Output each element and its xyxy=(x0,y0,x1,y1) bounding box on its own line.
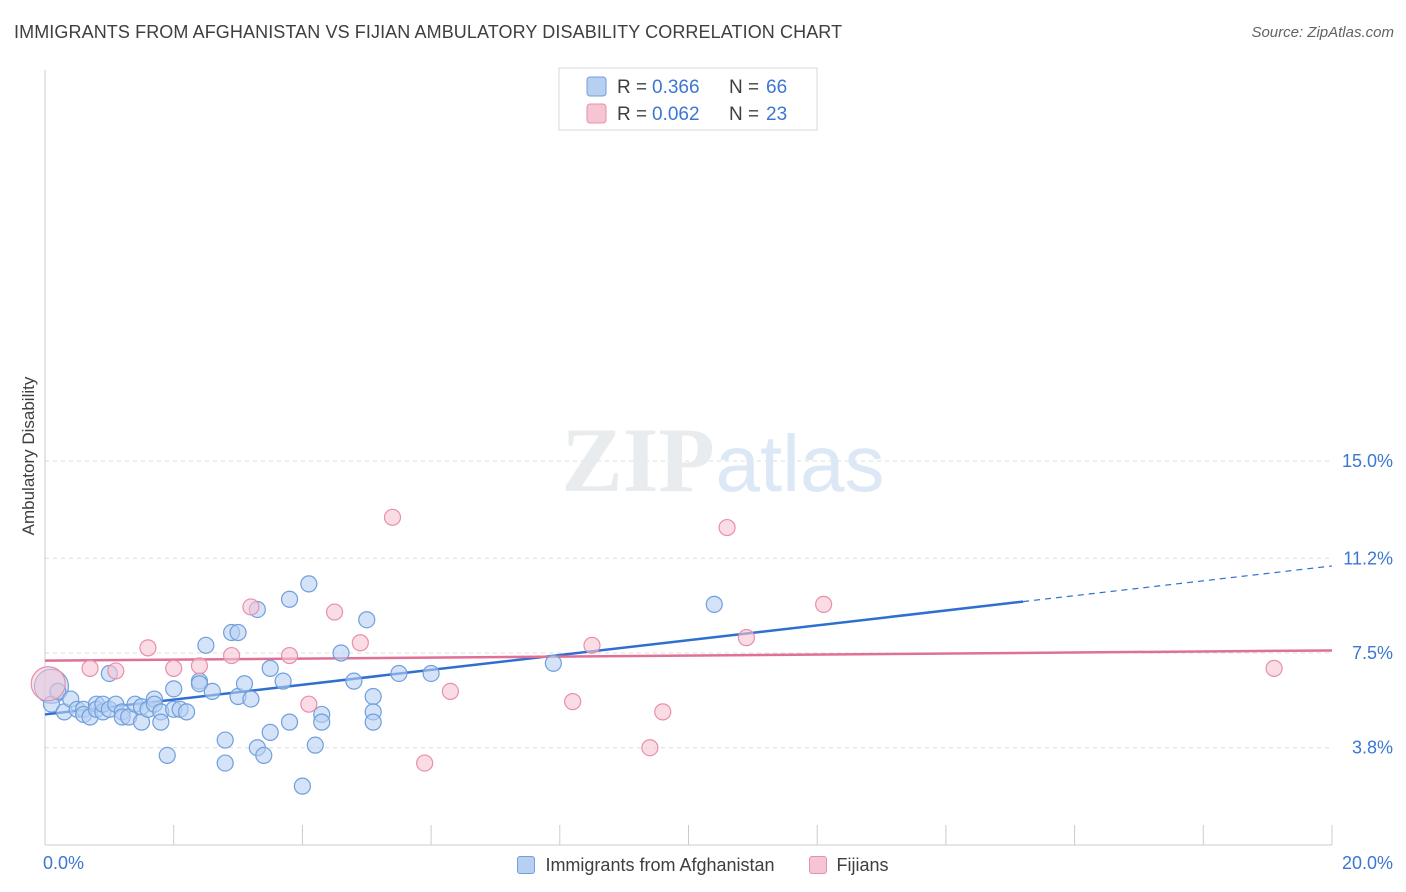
pink-data-point xyxy=(583,636,601,654)
blue-data-point xyxy=(313,713,331,731)
pink-trend-line xyxy=(44,649,1333,662)
pink-data-point xyxy=(325,603,344,621)
stats-legend-n-label: N = xyxy=(729,104,764,125)
blue-data-point xyxy=(306,736,324,754)
pink-data-point xyxy=(242,598,260,616)
y-axis-title: Ambulatory Disability xyxy=(19,376,38,535)
blue-data-point xyxy=(216,754,234,772)
pink-data-point xyxy=(737,629,756,647)
pink-data-point xyxy=(107,662,125,680)
legend-swatch-blue xyxy=(517,856,536,874)
watermark: ZIP atlas xyxy=(561,409,884,511)
blue-data-point xyxy=(280,713,299,731)
blue-data-point xyxy=(255,746,273,765)
pink-data-point xyxy=(30,666,66,702)
blue-data-point xyxy=(152,713,170,731)
pink-data-point xyxy=(441,682,460,701)
y-tick-label: 3.8% xyxy=(1352,738,1393,758)
watermark-atlas: atlas xyxy=(716,419,885,508)
blue-data-point xyxy=(300,575,318,593)
blue-data-point xyxy=(274,672,292,690)
chart-title: IMMIGRANTS FROM AFGHANISTAN VS FIJIAN AM… xyxy=(14,22,843,42)
pink-data-point xyxy=(280,646,299,665)
stats-legend-n-value: 66 xyxy=(766,77,787,98)
stats-legend-r-label: R = xyxy=(617,77,652,98)
pink-data-point xyxy=(351,634,369,652)
blue-data-point xyxy=(158,746,176,765)
stats-legend-r-value: 0.062 xyxy=(652,104,700,125)
x-tick-label: 0.0% xyxy=(43,853,84,873)
blue-data-point xyxy=(544,654,562,672)
data-points xyxy=(30,508,1283,795)
blue-data-point xyxy=(261,659,279,677)
y-tick-label: 7.5% xyxy=(1352,643,1393,663)
stats-legend-swatch-blue xyxy=(586,76,607,97)
pink-data-point xyxy=(718,518,736,537)
legend-label-fijians: Fijians xyxy=(836,854,889,875)
pink-data-point xyxy=(1265,659,1283,677)
tick-labels: 3.8% 7.5% 11.2% 15.0% 0.0% 20.0% xyxy=(43,451,1393,873)
blue-data-point xyxy=(177,703,196,721)
pink-data-point xyxy=(641,739,659,757)
blue-data-point xyxy=(216,731,234,749)
stats-legend-r-label: R = xyxy=(617,104,652,125)
blue-data-point xyxy=(364,713,382,731)
blue-data-point xyxy=(358,611,376,629)
pink-data-point xyxy=(223,646,241,665)
pink-data-point xyxy=(165,659,183,677)
legend-label-afghanistan: Immigrants from Afghanistan xyxy=(545,854,775,875)
stats-legend: R = 0.366 N = 66 R = 0.062 N = 23 xyxy=(558,67,818,131)
legend-item-fijians: Fijians xyxy=(808,854,889,876)
pink-data-point xyxy=(190,657,209,675)
blue-data-point xyxy=(190,675,209,693)
pink-data-point xyxy=(654,703,672,721)
legend-item-afghanistan: Immigrants from Afghanistan xyxy=(517,854,775,876)
blue-data-point xyxy=(345,672,363,690)
stats-legend-r-value: 0.366 xyxy=(652,77,700,98)
y-tick-label: 15.0% xyxy=(1342,451,1393,471)
watermark-zip: ZIP xyxy=(561,409,714,511)
stats-legend-n-value: 23 xyxy=(766,104,787,125)
series-legend: Immigrants from Afghanistan Fijians xyxy=(0,852,1406,878)
axes xyxy=(44,70,1333,846)
blue-data-point xyxy=(332,644,350,662)
blue-data-point xyxy=(293,777,311,795)
y-tick-label: 11.2% xyxy=(1343,548,1393,568)
x-tick-label: 20.0% xyxy=(1342,853,1393,873)
blue-data-point xyxy=(165,680,183,698)
blue-data-point xyxy=(261,723,279,741)
pink-data-point xyxy=(416,754,434,772)
pink-data-point xyxy=(815,595,833,613)
blue-data-point xyxy=(197,636,215,654)
pink-data-point xyxy=(383,508,402,526)
blue-data-point xyxy=(203,682,221,701)
legend-swatch-pink xyxy=(808,856,827,874)
blue-data-point xyxy=(280,590,299,608)
blue-trend-line-extension xyxy=(1023,565,1333,603)
blue-data-point xyxy=(390,664,408,683)
blue-data-point xyxy=(242,690,260,708)
source-credit: Source: ZipAtlas.com xyxy=(1251,24,1394,41)
pink-data-point xyxy=(564,693,582,711)
blue-data-point xyxy=(422,664,440,683)
stats-legend-swatch-pink xyxy=(586,103,607,124)
pink-data-point xyxy=(300,695,318,713)
pink-data-point xyxy=(139,639,157,657)
blue-data-point xyxy=(364,687,382,706)
stats-legend-n-label: N = xyxy=(729,77,764,98)
blue-data-point xyxy=(229,623,247,642)
pink-data-point xyxy=(81,659,99,677)
blue-data-point xyxy=(235,675,254,693)
blue-data-point xyxy=(705,595,723,613)
